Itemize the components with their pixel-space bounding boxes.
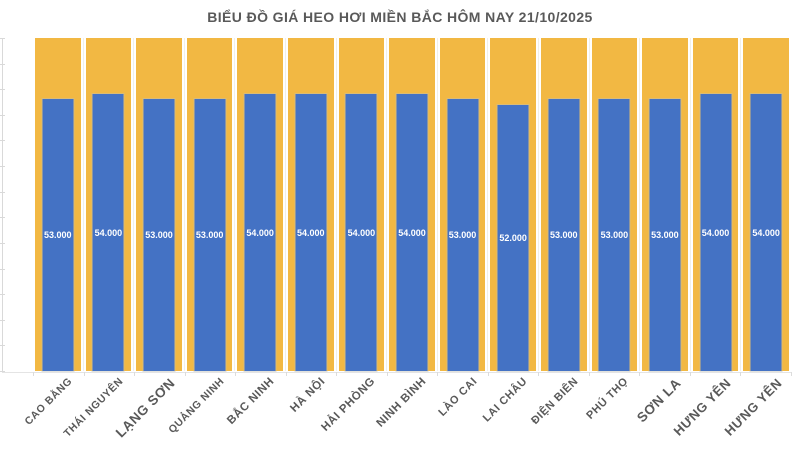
y-axis-tick [0,268,5,270]
y-axis-tick [0,294,5,296]
x-axis-tick [538,372,540,376]
column-background: 52.000 [490,38,536,371]
y-axis-tick [0,319,5,321]
bar-column: 54.000 [335,38,387,371]
x-axis-tick [386,372,388,376]
x-axis-tick [83,372,85,376]
bar-column: 53.000 [133,38,184,371]
column-background: 54.000 [389,38,435,371]
value-label: 53.000 [145,230,173,241]
value-label: 53.000 [195,230,224,241]
x-axis-tick [235,372,237,376]
value-bar: 54.000 [295,94,327,371]
x-axis-tick [437,372,439,376]
column-background: 54.000 [338,38,385,371]
value-label: 52.000 [499,232,527,243]
y-axis-tick [0,38,5,39]
x-axis-tick [134,372,136,376]
column-background: 54.000 [85,38,132,371]
x-axis-tick [791,372,792,376]
bar-column: 54.000 [386,38,437,371]
column-background: 53.000 [35,38,81,371]
bar-column: 53.000 [537,38,589,371]
y-axis-tick [0,217,5,219]
bar-column: 53.000 [183,38,235,371]
value-bar: 54.000 [244,94,276,371]
bar-column: 52.000 [487,38,538,371]
value-label: 54.000 [398,227,426,238]
y-axis-tick [0,140,5,142]
value-bar: 54.000 [700,94,732,371]
value-label: 54.000 [752,227,780,238]
column-background: 53.000 [186,38,233,371]
value-label: 53.000 [651,230,679,241]
column-background: 53.000 [540,38,587,371]
column-background: 53.000 [642,38,688,371]
x-axis-tick [285,372,287,376]
bar-column: 54.000 [689,38,741,371]
y-axis-tick [0,114,5,116]
y-axis-tick [0,242,5,244]
value-bar: 54.000 [92,94,124,371]
x-axis-tick [184,372,186,376]
x-axis-baseline [2,372,792,373]
y-axis-tick [0,371,5,372]
y-axis-tick [0,191,5,193]
value-label: 53.000 [600,230,629,241]
bar-column: 53.000 [639,38,690,371]
value-bar: 53.000 [649,99,681,371]
column-background: 53.000 [591,38,638,371]
value-label: 54.000 [701,227,730,238]
value-bar: 53.000 [447,99,479,371]
x-axis-tick [588,372,590,376]
value-label: 53.000 [549,230,578,241]
bar-column: 54.000 [284,38,336,371]
chart-title: BIỂU ĐỒ GIÁ HEO HƠI MIỀN BẮC HÔM NAY 21/… [207,9,593,25]
column-background: 54.000 [287,38,334,371]
column-background: 54.000 [692,38,739,371]
x-axis-tick [33,372,34,376]
bar-column: 53.000 [436,38,488,371]
value-bar: 54.000 [750,94,782,371]
plot-area: 53.000 54.000 53.000 53.000 54.000 54.000 54.0… [33,38,791,371]
column-background: 53.000 [439,38,486,371]
x-axis-tick [740,372,742,376]
y-axis-tick [0,166,5,168]
value-bar: 53.000 [143,99,175,371]
bar-column: 53.000 [33,38,83,371]
bar-column: 54.000 [82,38,134,371]
x-axis-tick [689,372,691,376]
value-label: 54.000 [94,227,123,238]
y-axis-line [2,38,3,373]
value-bar: 54.000 [396,94,428,371]
x-axis-tick [336,372,338,376]
x-axis-tick [639,372,641,376]
value-bar: 53.000 [548,99,580,371]
value-label: 53.000 [44,230,72,241]
value-label: 53.000 [448,230,477,241]
column-background: 54.000 [237,38,283,371]
value-bar: 53.000 [598,99,630,371]
bar-column: 54.000 [740,38,791,371]
value-bar: 53.000 [42,99,74,371]
y-axis-tick [0,345,5,347]
value-label: 54.000 [347,227,376,238]
column-background: 54.000 [743,38,789,371]
x-axis-tick [487,372,489,376]
bar-column: 54.000 [234,38,285,371]
value-label: 54.000 [297,227,325,238]
value-label: 54.000 [246,227,274,238]
y-axis-tick [0,89,5,91]
value-bar: 54.000 [345,94,377,371]
value-bar: 53.000 [194,99,226,371]
bar-column: 53.000 [588,38,640,371]
value-bar: 52.000 [497,104,529,371]
column-background: 53.000 [136,38,182,371]
y-axis-tick [0,63,5,65]
